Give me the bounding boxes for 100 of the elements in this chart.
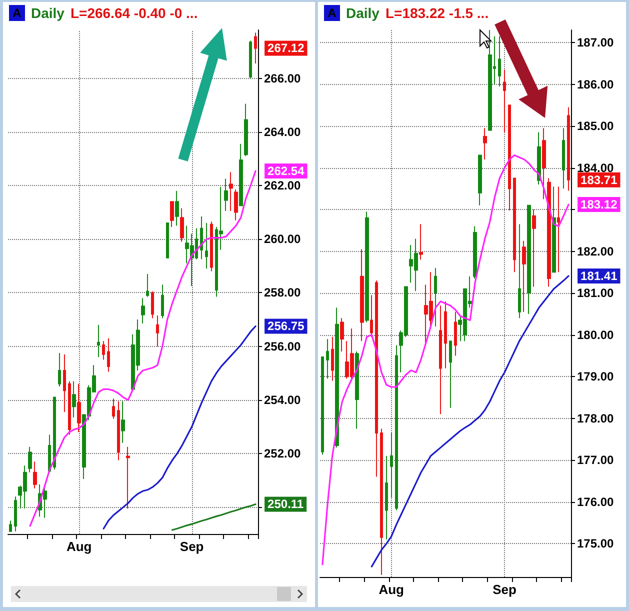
candlestick bbox=[239, 143, 243, 206]
y-tick-label: 254.00 bbox=[264, 392, 302, 407]
candlestick bbox=[180, 208, 184, 242]
data-label: 256.75 bbox=[268, 319, 305, 334]
y-tick-label: 260.00 bbox=[264, 232, 302, 246]
y-tick-label: 262.00 bbox=[264, 178, 302, 192]
y-tick-label: 187.00 bbox=[577, 36, 614, 50]
chart-title: Daily bbox=[31, 5, 64, 21]
candlestick bbox=[340, 318, 344, 352]
text: 267.12 bbox=[268, 41, 304, 56]
candlestick bbox=[63, 354, 66, 413]
line-series bbox=[370, 275, 570, 568]
chart-subtitle: L=183.22 -1.5 ... bbox=[385, 5, 489, 21]
candlestick bbox=[473, 226, 477, 279]
candlestick bbox=[355, 351, 359, 430]
candlestick bbox=[454, 311, 457, 356]
candlestick bbox=[244, 103, 248, 156]
candlestick bbox=[161, 284, 164, 319]
y-tick-label: 176.00 bbox=[577, 494, 614, 509]
candlestick bbox=[107, 338, 110, 372]
candlestick bbox=[370, 294, 373, 338]
candlestick bbox=[58, 352, 61, 388]
candlestick bbox=[522, 240, 526, 312]
candlestick bbox=[117, 400, 120, 461]
candlestick bbox=[200, 216, 203, 260]
candlestick bbox=[552, 186, 556, 273]
candlestick bbox=[166, 222, 169, 258]
candlestick bbox=[77, 383, 81, 433]
candlestick bbox=[385, 455, 388, 540]
candlestick bbox=[156, 315, 159, 347]
x-tick-label: Sep bbox=[180, 539, 204, 554]
chart-subtitle: L=266.64 -0.40 -0 ... bbox=[70, 5, 198, 21]
text: A bbox=[9, 5, 25, 21]
candlestick bbox=[483, 128, 487, 160]
candlestick bbox=[365, 211, 369, 323]
candlestick bbox=[513, 178, 516, 273]
data-label: 250.11 bbox=[268, 497, 304, 512]
candlestick bbox=[567, 106, 570, 192]
candlestick bbox=[151, 290, 154, 319]
candlestick bbox=[102, 340, 105, 360]
y-tick-label: 186.00 bbox=[577, 77, 614, 92]
candlestick bbox=[390, 432, 393, 498]
candlestick bbox=[321, 356, 324, 456]
candlestick bbox=[121, 400, 125, 444]
candlestick bbox=[527, 204, 531, 314]
data-label: 262.54 bbox=[268, 164, 305, 178]
candlestick bbox=[53, 396, 56, 470]
x-tick-label: Aug bbox=[66, 539, 92, 554]
candlestick bbox=[224, 178, 228, 212]
candlestick bbox=[229, 172, 233, 212]
candlestick bbox=[488, 30, 492, 131]
chart-title: Daily bbox=[346, 5, 380, 21]
line-series bbox=[322, 154, 570, 566]
candlestick bbox=[9, 520, 12, 532]
candlestick bbox=[48, 434, 51, 473]
candlestick bbox=[335, 307, 339, 448]
candlestick bbox=[395, 344, 398, 511]
candlestick bbox=[14, 496, 17, 532]
candlestick bbox=[146, 273, 149, 298]
candlestick bbox=[498, 36, 501, 87]
y-tick-label: 179.00 bbox=[577, 370, 614, 384]
x-tick-label: Sep bbox=[492, 582, 517, 597]
line-series bbox=[171, 503, 256, 531]
candlestick bbox=[141, 298, 145, 324]
candlestick bbox=[210, 221, 213, 272]
candlestick bbox=[360, 248, 364, 342]
candlestick bbox=[72, 380, 76, 418]
y-tick-label: 184.00 bbox=[577, 160, 614, 175]
candlestick bbox=[112, 398, 115, 420]
candlestick bbox=[28, 446, 32, 473]
candlestick bbox=[234, 189, 238, 221]
candlestick bbox=[126, 446, 130, 510]
text: A bbox=[324, 5, 340, 21]
candlestick bbox=[478, 154, 482, 206]
candlestick bbox=[449, 340, 452, 408]
candlestick bbox=[503, 69, 506, 133]
y-tick-label: 266.00 bbox=[264, 71, 302, 86]
candlestick bbox=[434, 268, 437, 327]
y-tick-label: 175.00 bbox=[577, 536, 614, 551]
y-tick-label: 180.00 bbox=[577, 328, 614, 342]
candlestick bbox=[439, 305, 442, 415]
data-label: 181.41 bbox=[580, 268, 618, 283]
data-label: 183.12 bbox=[580, 198, 618, 212]
candlestick bbox=[380, 428, 383, 576]
candlestick bbox=[557, 186, 560, 273]
candlestick bbox=[537, 132, 541, 185]
candlestick bbox=[170, 201, 174, 228]
y-tick-label: 252.00 bbox=[264, 446, 302, 461]
candlestick bbox=[97, 324, 100, 358]
candlestick bbox=[326, 338, 329, 380]
candlestick bbox=[175, 190, 179, 226]
candlestick bbox=[254, 32, 257, 64]
y-tick-label: 185.00 bbox=[577, 119, 614, 134]
candlestick bbox=[33, 461, 37, 489]
candlestick bbox=[508, 104, 511, 211]
candlestick bbox=[444, 300, 447, 369]
candlestick bbox=[419, 224, 423, 260]
y-tick-label: 256.00 bbox=[264, 339, 302, 354]
candlestick bbox=[547, 178, 551, 288]
candlestick bbox=[205, 222, 208, 270]
